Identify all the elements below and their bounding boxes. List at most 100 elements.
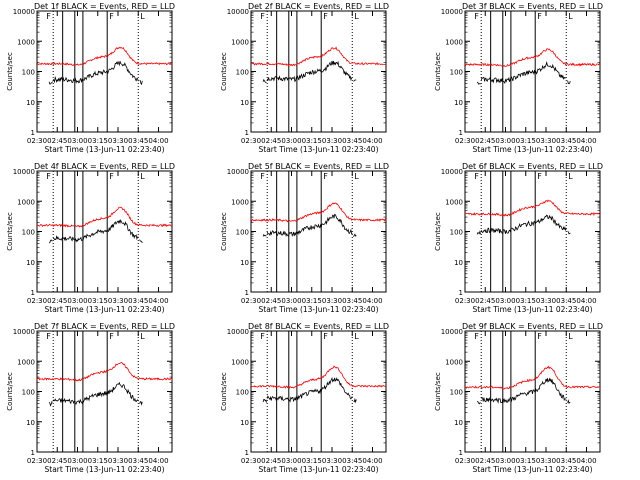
y-tick-label: 10 bbox=[240, 259, 249, 267]
marker-f: F bbox=[323, 12, 328, 21]
x-tick-label: 02:30 bbox=[455, 297, 475, 305]
x-tick-label: 03:30 bbox=[322, 137, 342, 145]
y-tick-label: 100 bbox=[450, 69, 463, 77]
plot-frame bbox=[464, 330, 601, 453]
y-axis-label: Counts/sec bbox=[434, 52, 442, 91]
x-tick-label: 02:30 bbox=[27, 137, 47, 145]
series-events-line bbox=[480, 377, 567, 404]
y-tick-label: 100 bbox=[450, 389, 463, 397]
x-tick-label: 03:15 bbox=[88, 457, 108, 465]
x-axis-label: Start Time (13-Jun-11 02:23:40) bbox=[473, 145, 593, 154]
x-axis-label: Start Time (13-Jun-11 02:23:40) bbox=[259, 465, 379, 474]
y-tick-label: 100 bbox=[22, 69, 35, 77]
detector-panel-6: Det 6f BLACK = Events, RED = LLD 1 10 100 10… bbox=[434, 162, 603, 314]
series-lld-line bbox=[465, 199, 601, 217]
marker-f: F bbox=[109, 332, 114, 341]
detector-panel-7: Det 7f BLACK = Events, RED = LLD 1 10 100 10… bbox=[6, 322, 175, 474]
y-tick-label: 10000 bbox=[13, 168, 35, 176]
y-tick-label: 10 bbox=[454, 419, 463, 427]
x-tick-label: 03:30 bbox=[322, 297, 342, 305]
series-events-fragment bbox=[476, 81, 481, 85]
y-tick-label: 100 bbox=[236, 69, 249, 77]
plot-frame bbox=[250, 330, 387, 453]
series-events-fragment bbox=[476, 230, 481, 235]
x-tick-label: 03:45 bbox=[556, 297, 576, 305]
marker-l: L bbox=[568, 12, 573, 21]
x-tick-label: 03:30 bbox=[108, 297, 128, 305]
series-lld-line bbox=[250, 46, 387, 67]
marker-f: F bbox=[109, 172, 114, 181]
series-events-fragment bbox=[567, 80, 571, 85]
x-tick-label: 03:45 bbox=[128, 457, 148, 465]
series-events-line bbox=[52, 218, 139, 243]
marker-l: L bbox=[140, 172, 145, 181]
x-tick-label: 03:30 bbox=[536, 457, 556, 465]
plot-frame bbox=[250, 170, 387, 293]
x-tick-label: 04:00 bbox=[362, 297, 382, 305]
y-tick-label: 10000 bbox=[441, 328, 463, 336]
series-events-fragment bbox=[48, 81, 53, 85]
x-tick-label: 03:00 bbox=[281, 457, 301, 465]
y-tick-label: 1000 bbox=[17, 198, 35, 206]
panel-title: Det 9f BLACK = Events, RED = LLD bbox=[462, 322, 603, 331]
plot-frame bbox=[36, 330, 173, 453]
marker-start: F bbox=[46, 172, 51, 181]
y-axis-label: Counts/sec bbox=[6, 212, 14, 251]
y-tick-label: 100 bbox=[450, 229, 463, 237]
marker-l: L bbox=[354, 12, 359, 21]
series-events-fragment bbox=[49, 239, 53, 244]
y-tick-label: 1 bbox=[459, 449, 463, 457]
marker-f: F bbox=[323, 332, 328, 341]
y-tick-label: 10 bbox=[26, 99, 35, 107]
panel-title: Det 1f BLACK = Events, RED = LLD bbox=[34, 2, 175, 11]
x-tick-label: 03:45 bbox=[342, 137, 362, 145]
x-tick-label: 02:30 bbox=[241, 297, 261, 305]
marker-start: F bbox=[260, 332, 265, 341]
x-tick-label: 02:30 bbox=[455, 457, 475, 465]
series-events-fragment bbox=[353, 233, 357, 238]
detector-panel-1: Det 1f BLACK = Events, RED = LLD 1 10 100 10… bbox=[6, 2, 175, 154]
y-tick-label: 100 bbox=[236, 229, 249, 237]
y-tick-label: 10000 bbox=[13, 8, 35, 16]
x-tick-label: 03:30 bbox=[536, 297, 556, 305]
y-tick-label: 1000 bbox=[445, 358, 463, 366]
x-tick-label: 02:30 bbox=[27, 457, 47, 465]
detector-panel-4: Det 4f BLACK = Events, RED = LLD 1 10 100 10… bbox=[6, 162, 175, 314]
x-tick-label: 04:00 bbox=[362, 457, 382, 465]
x-tick-label: 03:15 bbox=[516, 297, 536, 305]
y-tick-label: 1000 bbox=[231, 358, 249, 366]
marker-l: L bbox=[568, 172, 573, 181]
x-axis-label: Start Time (13-Jun-11 02:23:40) bbox=[259, 305, 379, 314]
x-tick-label: 03:15 bbox=[88, 137, 108, 145]
x-tick-label: 02:45 bbox=[47, 137, 67, 145]
y-tick-label: 1000 bbox=[17, 358, 35, 366]
y-axis-label: Counts/sec bbox=[6, 52, 14, 91]
x-tick-label: 02:45 bbox=[261, 137, 281, 145]
x-axis-label: Start Time (13-Jun-11 02:23:40) bbox=[45, 305, 165, 314]
x-tick-label: 03:45 bbox=[342, 457, 362, 465]
marker-f: F bbox=[109, 12, 114, 21]
y-tick-label: 1 bbox=[31, 129, 35, 137]
y-tick-label: 10 bbox=[26, 419, 35, 427]
x-tick-label: 03:15 bbox=[302, 297, 322, 305]
series-lld-line bbox=[250, 202, 387, 223]
y-tick-label: 100 bbox=[22, 389, 35, 397]
series-events-fragment bbox=[262, 233, 267, 237]
series-lld-line bbox=[250, 365, 387, 389]
y-tick-label: 1 bbox=[245, 449, 249, 457]
y-tick-label: 10 bbox=[240, 419, 249, 427]
y-tick-label: 100 bbox=[236, 389, 249, 397]
panel-title: Det 6f BLACK = Events, RED = LLD bbox=[462, 162, 603, 171]
series-events-line bbox=[266, 60, 353, 83]
x-tick-label: 04:00 bbox=[576, 297, 596, 305]
x-tick-label: 02:45 bbox=[47, 457, 67, 465]
y-tick-label: 10 bbox=[240, 99, 249, 107]
x-tick-label: 03:45 bbox=[556, 457, 576, 465]
series-events-fragment bbox=[48, 400, 53, 407]
marker-f: F bbox=[537, 12, 542, 21]
x-axis-label: Start Time (13-Jun-11 02:23:40) bbox=[45, 145, 165, 154]
y-tick-label: 1 bbox=[245, 289, 249, 297]
panel-title: Det 7f BLACK = Events, RED = LLD bbox=[34, 322, 175, 331]
x-tick-label: 03:30 bbox=[108, 457, 128, 465]
